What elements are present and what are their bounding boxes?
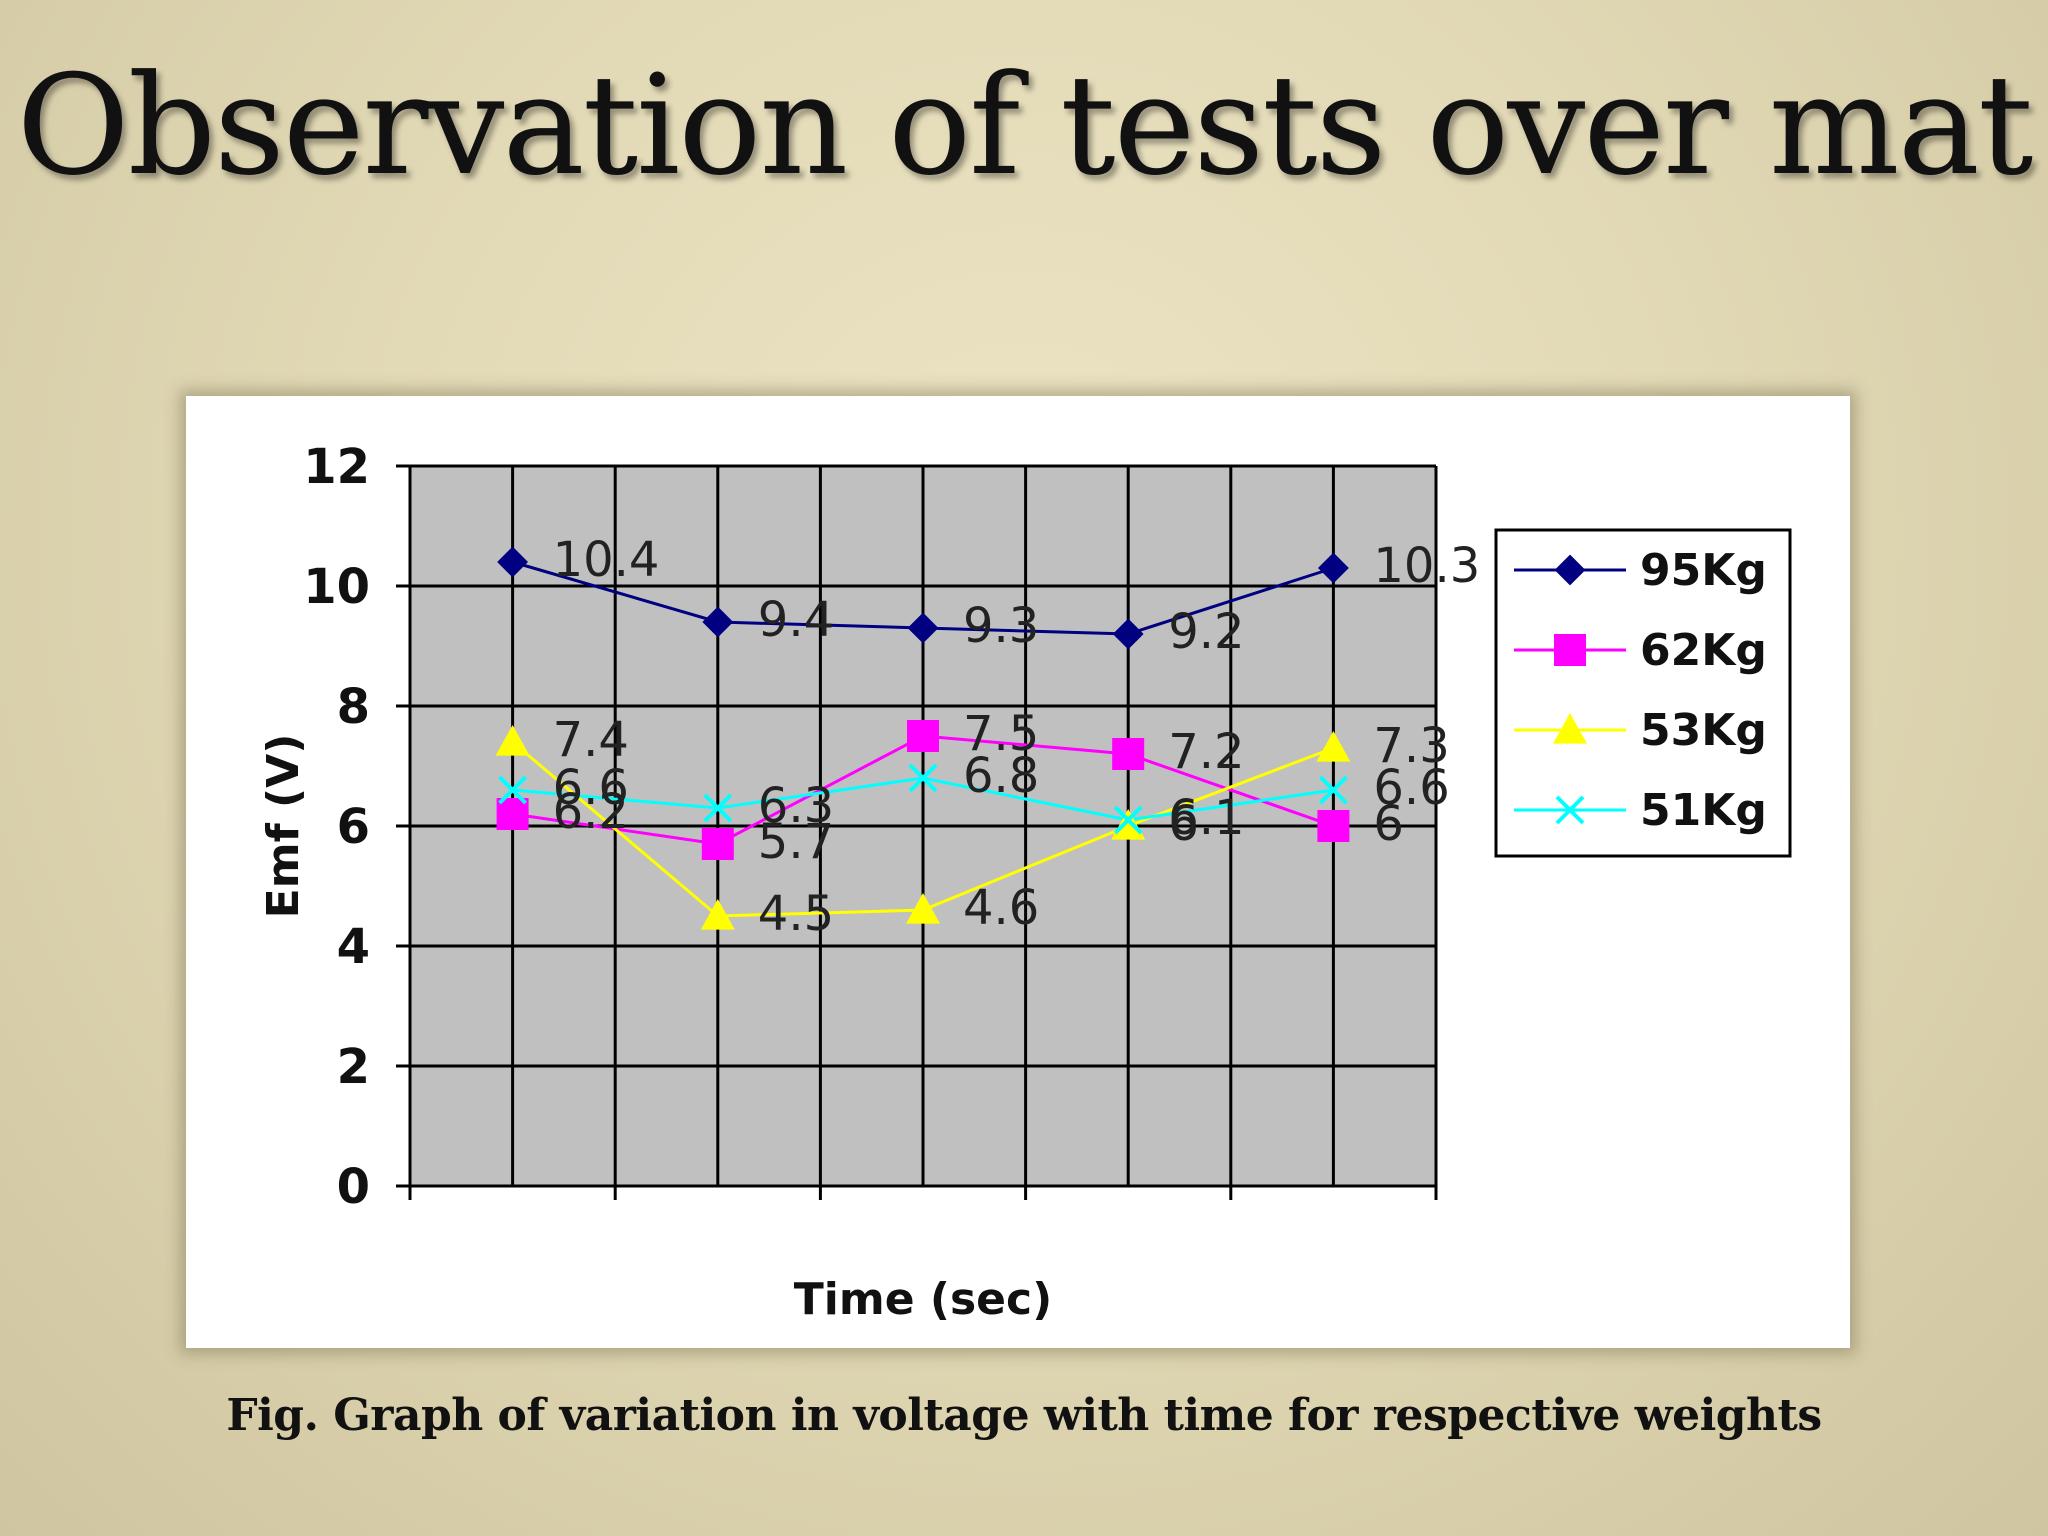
data-label-95Kg: 9.2	[1168, 604, 1244, 660]
data-label-95Kg: 10.4	[553, 532, 660, 588]
data-label-51Kg: 6.8	[963, 748, 1039, 804]
data-point-53Kg	[1111, 809, 1146, 840]
data-label-95Kg: 9.3	[963, 598, 1039, 654]
emf-line-chart: 0 2 4 6 8 10 12 Emf (V) Time (sec) 10.4 9.4 9.3 9.2 1…	[258, 439, 1792, 1325]
data-label-62Kg: 6	[1373, 796, 1404, 852]
figure-caption: Fig. Graph of variation in voltage with …	[226, 1390, 1822, 1441]
legend-box	[1494, 528, 1792, 858]
slide-title: Observation of tests over mat	[0, 40, 2048, 212]
data-point-53Kg	[906, 893, 940, 924]
legend-label-62Kg: 62Kg	[1640, 625, 1767, 676]
legend-marker-62Kg	[1554, 634, 1586, 666]
data-point-62Kg	[907, 720, 939, 752]
y-tick-label: 2	[337, 1039, 370, 1095]
data-label-62Kg: 7.5	[963, 706, 1039, 762]
data-label-62Kg: 6.2	[553, 784, 629, 840]
y-tick-label: 10	[303, 559, 370, 615]
data-point-53Kg	[1316, 731, 1351, 762]
data-label-53Kg: 4.6	[963, 880, 1039, 936]
x-axis-label: Time (sec)	[794, 1274, 1052, 1325]
legend-marker-53Kg	[1553, 713, 1587, 744]
data-label-53Kg: 6	[1168, 796, 1199, 852]
data-label-53Kg: 4.5	[758, 886, 834, 942]
y-tick-label: 0	[337, 1159, 370, 1215]
legend-marker-51Kg	[1555, 795, 1585, 825]
y-tick-label: 6	[337, 799, 370, 855]
data-label-51Kg: 6.3	[758, 778, 834, 834]
data-point-95Kg	[497, 546, 529, 578]
data-point-62Kg	[1317, 810, 1350, 842]
data-label-53Kg: 7.3	[1373, 718, 1449, 774]
data-point-95Kg	[1317, 552, 1349, 584]
data-point-95Kg	[702, 606, 734, 638]
data-label-62Kg: 7.2	[1168, 724, 1244, 780]
data-point-51Kg	[1113, 805, 1143, 835]
data-point-95Kg	[907, 612, 939, 644]
data-label-51Kg: 6.1	[1168, 790, 1244, 846]
y-axis-label: Emf (V)	[258, 734, 309, 919]
legend-label-95Kg: 95Kg	[1640, 545, 1767, 596]
data-label-62Kg: 5.7	[758, 814, 834, 870]
y-tick-label: 12	[303, 439, 370, 495]
data-point-95Kg	[1112, 618, 1144, 650]
chart-frame: 0 2 4 6 8 10 12 Emf (V) Time (sec) 10.4 9.4 9.3 9.2 1…	[186, 396, 1850, 1348]
data-label-95Kg: 10.3	[1373, 538, 1480, 594]
data-label-95Kg: 9.4	[758, 592, 834, 648]
data-point-51Kg	[1318, 775, 1348, 805]
y-tick-label: 8	[337, 679, 370, 735]
data-point-51Kg	[703, 793, 733, 823]
data-point-62Kg	[1112, 738, 1145, 770]
legend-label-53Kg: 53Kg	[1640, 705, 1767, 756]
data-point-51Kg	[498, 775, 528, 805]
y-tick-label: 4	[337, 919, 370, 975]
data-point-53Kg	[700, 899, 735, 930]
data-point-51Kg	[908, 763, 938, 793]
data-label-53Kg: 7.4	[553, 712, 629, 768]
data-label-51Kg: 6.6	[1373, 760, 1449, 816]
legend-label-51Kg: 51Kg	[1640, 785, 1767, 836]
data-label-51Kg: 6.6	[553, 760, 629, 816]
data-point-53Kg	[495, 725, 530, 756]
slide-title-text: Observation of tests over mat	[16, 45, 2034, 206]
data-point-62Kg	[701, 828, 734, 860]
legend-marker-95Kg	[1554, 554, 1586, 586]
